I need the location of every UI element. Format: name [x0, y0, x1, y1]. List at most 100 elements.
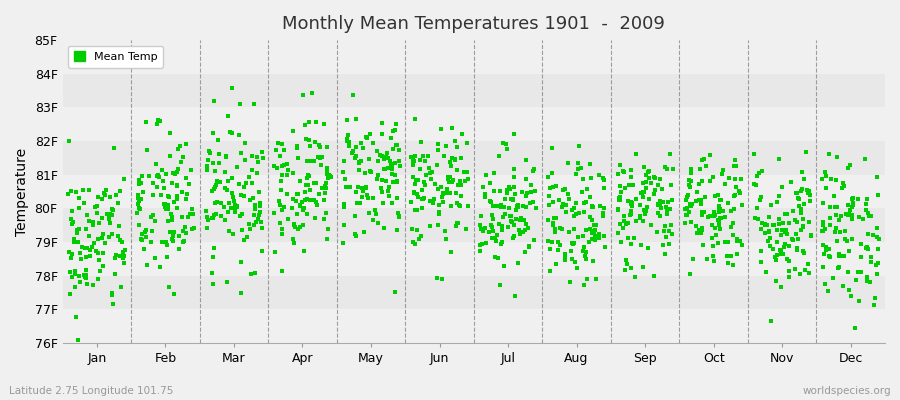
- Point: [308, 215, 322, 221]
- Point: [495, 226, 509, 233]
- Point: [473, 226, 488, 232]
- Point: [641, 245, 655, 252]
- Point: [694, 201, 708, 207]
- Point: [64, 188, 78, 194]
- Point: [842, 247, 856, 254]
- Point: [440, 186, 454, 192]
- Point: [660, 207, 674, 214]
- Point: [592, 235, 607, 242]
- Point: [460, 140, 474, 146]
- Point: [356, 145, 370, 151]
- Point: [286, 221, 301, 228]
- Point: [626, 182, 640, 188]
- Point: [320, 166, 334, 173]
- Point: [253, 208, 267, 215]
- Point: [760, 222, 774, 228]
- Point: [362, 210, 376, 216]
- Point: [407, 190, 421, 196]
- Point: [652, 210, 666, 216]
- Point: [410, 227, 424, 234]
- Point: [423, 170, 437, 176]
- Point: [662, 241, 676, 248]
- Point: [584, 175, 598, 182]
- Point: [148, 255, 162, 262]
- Point: [381, 164, 395, 171]
- Point: [849, 276, 863, 283]
- Point: [666, 166, 680, 172]
- Point: [614, 189, 628, 195]
- Point: [579, 249, 593, 255]
- Point: [472, 221, 487, 228]
- Point: [680, 194, 694, 201]
- Point: [513, 214, 527, 221]
- Point: [734, 176, 748, 182]
- Point: [172, 246, 186, 252]
- Point: [317, 196, 331, 203]
- Point: [131, 204, 146, 211]
- Point: [178, 196, 193, 202]
- Point: [766, 222, 780, 228]
- Point: [860, 196, 874, 202]
- Point: [665, 231, 680, 237]
- Point: [863, 254, 878, 260]
- Point: [854, 240, 868, 247]
- Point: [309, 199, 323, 206]
- Point: [642, 175, 656, 182]
- Point: [114, 284, 129, 290]
- Point: [291, 155, 305, 161]
- Point: [655, 199, 670, 206]
- Point: [72, 195, 86, 201]
- Point: [275, 231, 290, 237]
- Point: [506, 196, 520, 203]
- Point: [718, 239, 733, 246]
- Point: [163, 130, 177, 136]
- Point: [543, 185, 557, 192]
- Point: [796, 176, 811, 182]
- Point: [176, 239, 191, 245]
- Point: [348, 189, 363, 196]
- Point: [823, 204, 837, 210]
- Point: [503, 186, 517, 192]
- Point: [635, 189, 650, 195]
- Point: [65, 208, 79, 214]
- Point: [103, 210, 117, 217]
- Point: [703, 213, 717, 219]
- Point: [770, 238, 784, 245]
- Bar: [62, 309, 885, 343]
- Point: [519, 190, 534, 196]
- Point: [495, 226, 509, 232]
- Point: [346, 92, 360, 98]
- Point: [526, 168, 540, 174]
- Point: [103, 220, 117, 227]
- Point: [508, 130, 522, 137]
- Point: [200, 213, 214, 220]
- Point: [828, 229, 842, 236]
- Point: [113, 237, 128, 244]
- Point: [625, 199, 639, 206]
- Point: [796, 201, 811, 207]
- Point: [136, 189, 150, 195]
- Point: [352, 160, 366, 166]
- Point: [839, 211, 853, 217]
- Point: [763, 234, 778, 241]
- Point: [803, 192, 817, 198]
- Point: [558, 256, 572, 263]
- Point: [131, 181, 146, 188]
- Point: [409, 177, 423, 183]
- Point: [663, 205, 678, 212]
- Point: [418, 182, 432, 189]
- Point: [441, 175, 455, 181]
- Point: [565, 256, 580, 262]
- Point: [134, 195, 148, 202]
- Point: [234, 290, 248, 296]
- Point: [161, 193, 176, 199]
- Point: [502, 205, 517, 212]
- Point: [266, 162, 281, 169]
- Point: [70, 229, 85, 236]
- Point: [91, 194, 105, 200]
- Point: [698, 208, 712, 215]
- Point: [664, 222, 679, 228]
- Point: [105, 292, 120, 298]
- Point: [715, 214, 729, 221]
- Point: [169, 182, 184, 188]
